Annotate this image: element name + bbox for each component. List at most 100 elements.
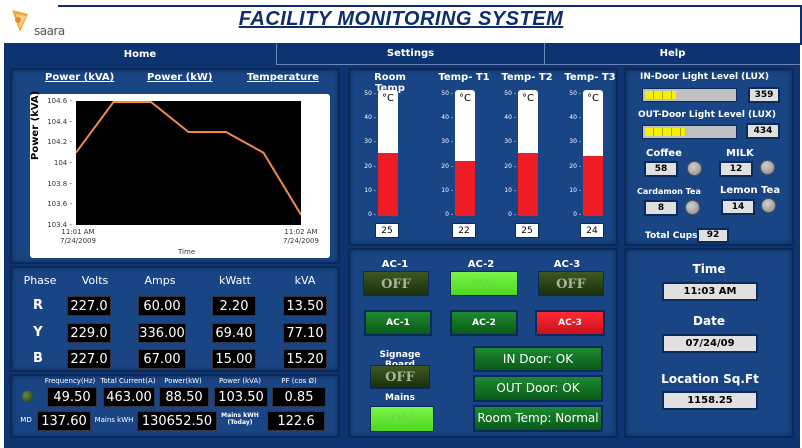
power-kva-value: 103.50 bbox=[214, 387, 268, 407]
thermometer-title: Temp- T3 bbox=[564, 72, 616, 83]
col-kva: kVA bbox=[294, 274, 316, 287]
total-current-value: 463.00 bbox=[103, 387, 155, 407]
y-tick: 103.6 - bbox=[47, 200, 72, 209]
celsius-unit: °C bbox=[459, 93, 471, 104]
tab-home[interactable]: Home bbox=[4, 43, 276, 65]
kva-r: 13.50 bbox=[283, 296, 327, 316]
status-room-temp: Room Temp: Normal bbox=[473, 405, 603, 432]
ac3-label: AC-3 bbox=[553, 259, 581, 270]
volts-y: 229.0 bbox=[67, 323, 111, 343]
thermometer-gauge: °C bbox=[518, 90, 538, 216]
outdoor-light-bar bbox=[642, 125, 737, 139]
lemon-tea-button[interactable] bbox=[761, 198, 776, 213]
thermometer-gauge: °C bbox=[583, 90, 603, 216]
x-tick-time: 11:01 AM bbox=[61, 228, 95, 236]
cardamon-tea-button[interactable] bbox=[685, 200, 700, 215]
x-tick-time: 11:02 AM bbox=[284, 228, 318, 236]
logo-tower-icon bbox=[12, 10, 28, 32]
thermometer-fill bbox=[378, 153, 398, 216]
thermometer-title: Temp- T1 bbox=[438, 72, 490, 83]
mains-kwh-today-label: Mains kWH (Today) bbox=[221, 412, 259, 426]
thermo-tick: 0 - bbox=[508, 211, 516, 218]
link-power-kw[interactable]: Power (kW) bbox=[147, 72, 213, 83]
celsius-unit: °C bbox=[382, 93, 394, 104]
link-power-kva[interactable]: Power (kVA) bbox=[45, 72, 115, 83]
link-temperature[interactable]: Temperature bbox=[247, 72, 319, 83]
thermo-tick: 30 - bbox=[569, 138, 581, 146]
kwatt-r: 2.20 bbox=[212, 296, 256, 316]
thermo-tick: 10 - bbox=[364, 186, 376, 194]
indoor-light-label: IN-Door Light Level (LUX) bbox=[640, 72, 770, 82]
mains-kwh-value: 130652.50 bbox=[137, 411, 217, 431]
thermo-tick: 50 - bbox=[364, 90, 376, 97]
time-value: 11:03 AM bbox=[662, 282, 758, 301]
power-chart-plot bbox=[75, 101, 302, 225]
cardamon-tea-label: Cardamon Tea bbox=[637, 187, 701, 196]
thermometer-value: 22 bbox=[452, 223, 476, 238]
total-current-label: Total Current(A) bbox=[100, 377, 156, 385]
ac1-button[interactable]: AC-1 bbox=[364, 310, 432, 336]
thermometer-gauge: °C bbox=[455, 90, 475, 216]
header-border-right bbox=[800, 5, 802, 45]
milk-count: 12 bbox=[719, 161, 753, 177]
y-tick: 104 - bbox=[53, 159, 72, 167]
col-amps: Amps bbox=[144, 274, 176, 287]
location-label: Location Sq.Ft bbox=[661, 372, 759, 386]
coffee-count: 58 bbox=[644, 161, 678, 177]
y-tick: 104.6 - bbox=[47, 97, 72, 105]
thermo-tick: 20 - bbox=[364, 162, 376, 170]
thermometer-gauge: °C bbox=[378, 90, 398, 216]
saara-logo: saara bbox=[6, 6, 65, 40]
col-kwatt: kWatt bbox=[219, 274, 251, 287]
milk-label: MILK bbox=[726, 148, 754, 159]
date-label: Date bbox=[693, 314, 725, 328]
ac2-state-indicator: ON bbox=[450, 271, 518, 296]
thermo-tick: 40 - bbox=[569, 114, 581, 122]
thermo-tick: 40 - bbox=[364, 114, 376, 122]
thermometer-title: Temp- T2 bbox=[501, 72, 553, 83]
milk-button[interactable] bbox=[760, 160, 775, 175]
col-volts: Volts bbox=[81, 274, 109, 287]
y-tick: 104.4 - bbox=[47, 117, 72, 126]
celsius-unit: °C bbox=[522, 93, 534, 104]
md-value: 137.60 bbox=[37, 411, 91, 431]
power-line bbox=[75, 101, 302, 216]
thermo-tick: 20 - bbox=[504, 162, 516, 170]
coffee-button[interactable] bbox=[687, 161, 702, 176]
phase-y: Y bbox=[33, 325, 43, 340]
thermo-tick: 20 - bbox=[569, 162, 581, 170]
mains-kwh-label: Mains kWH bbox=[94, 416, 134, 424]
tab-settings[interactable]: Settings bbox=[276, 43, 544, 65]
mains-kwh-today-value: 122.6 bbox=[267, 411, 325, 431]
y-tick: 103.8 - bbox=[47, 179, 72, 188]
thermo-tick: 0 - bbox=[573, 211, 581, 218]
ac1-state-indicator: OFF bbox=[363, 271, 429, 296]
thermo-tick: 30 - bbox=[441, 138, 453, 146]
thermometer-fill bbox=[583, 155, 603, 216]
kva-y: 77.10 bbox=[283, 323, 327, 343]
y-tick: 104.2 - bbox=[47, 138, 72, 147]
volts-r: 227.0 bbox=[67, 296, 111, 316]
thermo-tick: 10 - bbox=[569, 186, 581, 194]
outdoor-light-fill bbox=[645, 128, 685, 136]
amps-r: 60.00 bbox=[138, 296, 186, 316]
amps-y: 336.00 bbox=[138, 323, 186, 343]
col-phase: Phase bbox=[23, 274, 57, 287]
phase-r: R bbox=[32, 298, 43, 313]
chart-x-tick-end: 11:02 AM 7/24/2009 bbox=[281, 228, 321, 246]
frequency-label: Frequency(Hz) bbox=[44, 377, 96, 385]
frequency-value: 49.50 bbox=[47, 387, 97, 407]
power-kw-label: Power(kW) bbox=[164, 377, 202, 385]
ac2-button[interactable]: AC-2 bbox=[450, 310, 518, 336]
power-kva-label: Power (kVA) bbox=[218, 377, 262, 385]
thermo-tick: 30 - bbox=[364, 138, 376, 146]
status-out-door: OUT Door: OK bbox=[473, 375, 603, 402]
kva-b: 15.20 bbox=[283, 349, 327, 369]
tab-help[interactable]: Help bbox=[544, 43, 800, 65]
coffee-label: Coffee bbox=[646, 148, 682, 159]
chart-x-label: Time bbox=[178, 248, 196, 256]
amps-b: 67.00 bbox=[138, 349, 186, 369]
ac3-button[interactable]: AC-3 bbox=[535, 310, 605, 336]
celsius-unit: °C bbox=[587, 93, 599, 104]
page-title: FACILITY MONITORING SYSTEM bbox=[238, 8, 564, 30]
